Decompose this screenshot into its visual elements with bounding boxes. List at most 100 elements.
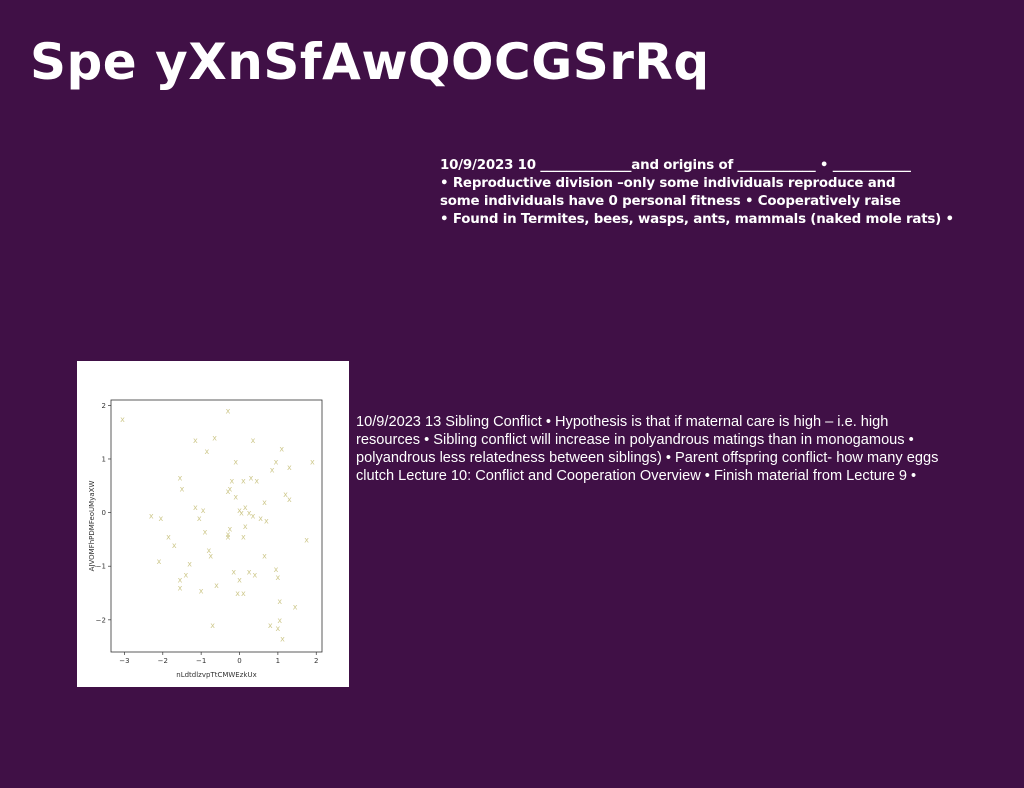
paragraph-line-3: polyandrous less relatedness between sib… <box>356 450 939 466</box>
paragraph-line-2: resources • Sibling conflict will increa… <box>356 432 914 448</box>
scatter-point: x <box>233 458 238 467</box>
scatter-point: x <box>120 415 125 424</box>
scatter-point: x <box>183 570 188 579</box>
plot-frame <box>110 399 323 653</box>
scatter-point: x <box>206 546 211 555</box>
scatter-point: x <box>149 511 154 520</box>
scatter-point: x <box>268 621 273 630</box>
scatter-point: x <box>214 581 219 590</box>
scatter-point: x <box>251 511 256 520</box>
scatter-point: x <box>276 573 281 582</box>
paragraph-text-block: 10/9/2023 13 Sibling Conflict • Hypothes… <box>356 413 1016 485</box>
x-tick-label: −2 <box>158 657 168 665</box>
scatter-point: x <box>247 509 252 518</box>
scatter-point: x <box>201 506 206 515</box>
scatter-point: x <box>247 568 252 577</box>
scatter-point: x <box>276 624 281 633</box>
scatter-point: x <box>228 525 233 534</box>
x-tick-label: 0 <box>237 657 241 665</box>
scatter-point: x <box>287 495 292 504</box>
scatter-point: x <box>262 551 267 560</box>
scatter-point: x <box>199 586 204 595</box>
scatter-point: x <box>228 484 233 493</box>
scatter-point: x <box>172 541 177 550</box>
scatter-point: x <box>226 533 231 542</box>
scatter-point: x <box>237 576 242 585</box>
scatter-point: x <box>239 509 244 518</box>
scatter-point: x <box>226 530 231 539</box>
scatter-point: x <box>241 476 246 485</box>
x-tick-label: −1 <box>196 657 206 665</box>
scatter-point: x <box>243 522 248 531</box>
paragraph-line-1: 10/9/2023 13 Sibling Conflict • Hypothes… <box>356 414 889 430</box>
scatter-point: x <box>241 589 246 598</box>
x-tick-label: −3 <box>119 657 129 665</box>
scatter-point: x <box>252 570 257 579</box>
scatter-point: x <box>243 503 248 512</box>
y-tick-label: −2 <box>96 616 106 624</box>
scatter-point: x <box>203 527 208 536</box>
scatter-point: x <box>310 458 315 467</box>
y-axis-label: AJVOMFhPDMFeoUMyaXW <box>88 481 96 572</box>
scatter-point: x <box>166 533 171 542</box>
scatter-point: x <box>304 535 309 544</box>
scatter-point: x <box>159 514 164 523</box>
scatter-point: x <box>210 621 215 630</box>
bold-text-block: 10/9/2023 10 ______________and origins o… <box>440 157 1015 229</box>
scatter-point: x <box>157 557 162 566</box>
scatter-point: x <box>229 476 234 485</box>
scatter-point: x <box>283 490 288 499</box>
scatter-point: x <box>280 635 285 644</box>
scatter-point: x <box>226 407 231 416</box>
scatter-point: x <box>178 474 183 483</box>
y-tick-label: 1 <box>102 455 106 463</box>
scatter-point: x <box>237 506 242 515</box>
scatter-point: x <box>212 434 217 443</box>
scatter-point: x <box>178 576 183 585</box>
scatter-point: x <box>274 565 279 574</box>
scatter-point: x <box>258 514 263 523</box>
x-tick-label: 1 <box>276 657 280 665</box>
scatter-point: x <box>193 436 198 445</box>
scatter-point: x <box>197 514 202 523</box>
y-tick-label: 2 <box>102 402 106 410</box>
y-tick-label: 0 <box>102 509 106 517</box>
scatter-point: x <box>279 444 284 453</box>
slide-title: Spe yXnSfAwQOCGSrRq <box>30 33 710 91</box>
bold-line-2: • Reproductive division –only some indiv… <box>440 176 896 191</box>
scatter-point: x <box>241 533 246 542</box>
scatter-point: x <box>180 484 185 493</box>
y-tick-label: −1 <box>96 563 106 571</box>
scatter-point: x <box>262 498 267 507</box>
scatter-point: x <box>208 551 213 560</box>
x-axis-ticks: −3 −2 −1 0 1 2 <box>119 652 318 665</box>
scatter-point: x <box>193 503 198 512</box>
scatter-point: x <box>205 447 210 456</box>
scatter-point: x <box>287 463 292 472</box>
y-axis-ticks: −2 −1 0 1 2 <box>96 402 111 624</box>
scatter-point: x <box>187 560 192 569</box>
scatter-point: x <box>226 487 231 496</box>
scatter-point: x <box>270 466 275 475</box>
scatter-point: x <box>277 597 282 606</box>
bold-line-1: 10/9/2023 10 ______________and origins o… <box>440 158 911 173</box>
scatter-point: x <box>235 589 240 598</box>
scatter-point: x <box>277 616 282 625</box>
scatter-point: x <box>264 517 269 526</box>
scatter-point: x <box>178 584 183 593</box>
bold-line-3: some individuals have 0 personal fitness… <box>440 194 901 209</box>
paragraph-line-4: clutch Lecture 10: Conflict and Cooperat… <box>356 468 917 484</box>
scatter-point: x <box>233 493 238 502</box>
scatter-point: x <box>251 436 256 445</box>
bold-line-4: • Found in Termites, bees, wasps, ants, … <box>440 212 954 227</box>
scatter-point: x <box>249 474 254 483</box>
x-tick-label: 2 <box>314 657 318 665</box>
x-axis-label: nLdtdlzvpTtCMWEzkUx <box>176 671 256 679</box>
scatter-point: x <box>293 602 298 611</box>
scatter-point: x <box>254 476 259 485</box>
scatter-point: x <box>231 568 236 577</box>
scatter-point: x <box>274 458 279 467</box>
